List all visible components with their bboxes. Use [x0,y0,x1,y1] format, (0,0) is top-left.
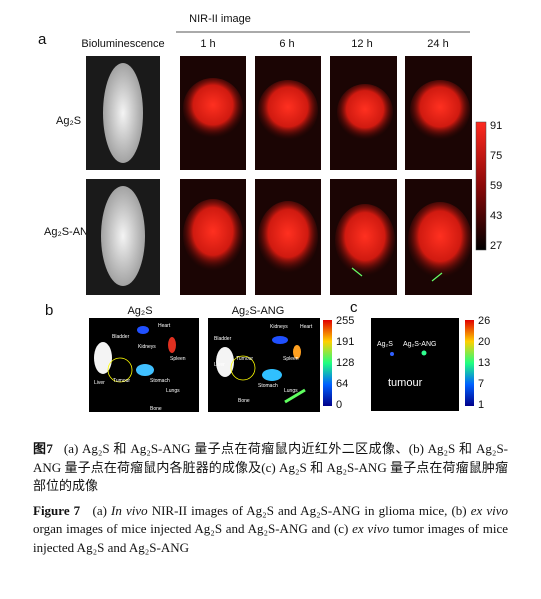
image-title: Ag₂S [127,305,152,317]
column-header: 12 h [351,38,372,50]
organ-label: Bladder [214,336,232,342]
caption-text: In vivo [111,502,148,518]
colorbar-label: 7 [478,378,484,390]
colorbar-label: 128 [336,357,354,369]
colorbar-label: 255 [336,315,354,327]
colorbar-label: 1 [478,399,484,411]
image-caption: tumour [388,377,423,389]
colorbar-label: 191 [336,336,354,348]
caption-text: organ images of mice injected Ag₂S and A… [33,521,353,536]
column-header: 6 h [279,38,294,50]
organ-label: Bone [238,398,250,404]
organ-images [89,318,332,412]
colorbar-label: 20 [478,336,490,348]
panel-label: b [45,302,53,319]
colorbar-label: 27 [490,240,502,252]
organ-label: Bone [150,406,162,412]
colorbar-label: 0 [336,399,342,411]
colorbar-label: 43 [490,210,502,222]
colorbar-label: 64 [336,378,348,390]
column-header: 24 h [427,38,448,50]
caption-label: 图7 [33,441,53,456]
organ-label: Stomach [150,378,170,384]
organ-label: Lungs [166,388,180,394]
group-title: NIR-II image [189,13,251,25]
caption-label: Figure 7 [33,502,81,518]
organ-label: Tumour [113,378,130,384]
colorbar-label: 13 [478,357,490,369]
organ-label: Kidneys [138,344,156,350]
panel-label: a [38,31,47,48]
sample-label: Ag₂S-ANG [403,341,436,348]
panel-label: c [350,299,358,316]
colorbar-label: 75 [490,150,502,162]
organ-label: Heart [300,324,313,330]
caption-en: Figure 7 (a) In vivo NIR-II images of Ag… [33,502,508,558]
organ-label: Heart [158,323,171,329]
column-header: Bioluminescence [81,38,164,50]
caption-text: ex vivo [470,502,508,518]
column-header: 1 h [200,38,215,50]
organ-label: Liver [214,362,225,368]
sample-label: Ag₂S [377,341,393,348]
organ-label: Spleen [170,356,186,362]
organ-label: Bladder [112,334,130,340]
figure: a NIR-II image Bioluminescence 1 h 6 h 1… [38,13,502,412]
caption-text: tumor images of mice injected Ag₂S and A… [33,521,508,555]
caption-zh: 图7 (a) Ag₂S 和 Ag₂S-ANG 量子点在荷瘤鼠内近红外二区成像、(… [33,440,508,496]
row-label: Ag₂S-ANG [44,226,97,238]
caption-text: (a) Ag₂S 和 Ag₂S-ANG 量子点在荷瘤鼠内近红外二区成像、(b) … [33,441,509,493]
colorbar-label: 59 [490,180,502,192]
image-grid [86,56,487,295]
colorbar-label: 26 [478,315,490,327]
caption-text: (a) [92,502,112,518]
caption-text: NIR-II images of Ag₂S and Ag₂S-ANG in gl… [147,502,471,518]
organ-label: Kidneys [270,324,288,330]
organ-label: Spleen [283,356,299,362]
organ-label: Stomach [258,383,278,389]
row-label: Ag₂S [56,115,81,127]
caption-text: ex vivo [352,521,390,536]
organ-label: Tumour [236,356,253,362]
tumour-image [371,318,474,411]
image-title: Ag₂S-ANG [232,305,285,317]
organ-label: Liver [94,380,105,386]
organ-label: Lungs [284,388,298,394]
colorbar-label: 91 [490,120,502,132]
caption: 图7 (a) Ag₂S 和 Ag₂S-ANG 量子点在荷瘤鼠内近红外二区成像、(… [33,440,508,563]
